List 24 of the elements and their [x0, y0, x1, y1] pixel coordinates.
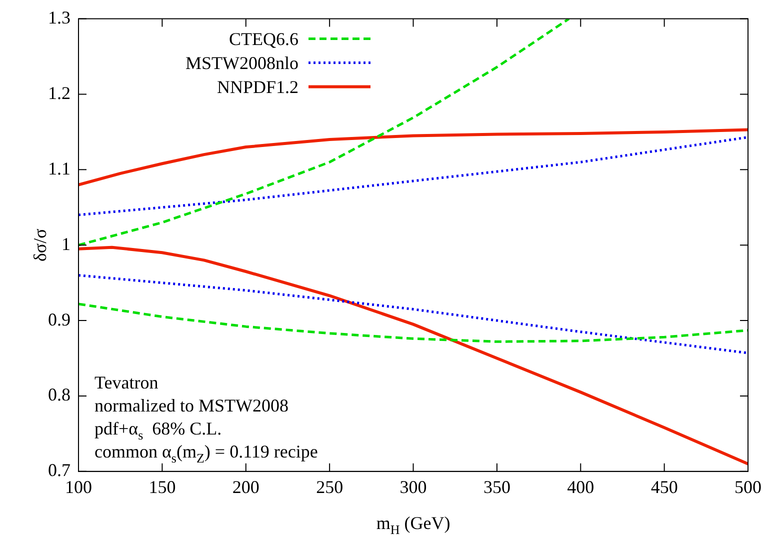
y-axis-title: δσ/σ — [30, 228, 50, 262]
x-tick-label: 450 — [650, 476, 678, 497]
x-tick-label: 500 — [734, 476, 762, 497]
y-tick-label: 1.1 — [48, 158, 70, 178]
line-series — [78, 302, 748, 343]
y-tick-label: 1.2 — [48, 82, 70, 103]
y-tick-label: 1 — [62, 234, 70, 254]
line-series — [78, 274, 748, 354]
y-tick-label: 1.3 — [48, 8, 70, 28]
legend-label: NNPDF1.2 — [216, 76, 299, 97]
line-series — [78, 136, 748, 216]
legend-label: MSTW2008nlo — [186, 52, 299, 73]
y-tick-label: 0.8 — [48, 384, 70, 405]
x-tick-label: 350 — [483, 476, 510, 497]
x-tick-label: 200 — [232, 476, 260, 497]
annotation: normalized to MSTW2008 — [94, 395, 288, 416]
annotation: Tevatron — [94, 372, 158, 392]
x-tick-label: 400 — [567, 476, 594, 497]
x-tick-label: 250 — [316, 476, 344, 497]
x-tick-label: 150 — [148, 476, 176, 497]
line-series — [78, 18, 570, 246]
x-tick-label: 300 — [400, 476, 427, 497]
y-tick-label: 0.9 — [48, 309, 70, 330]
legend-label: CTEQ6.6 — [229, 28, 299, 49]
